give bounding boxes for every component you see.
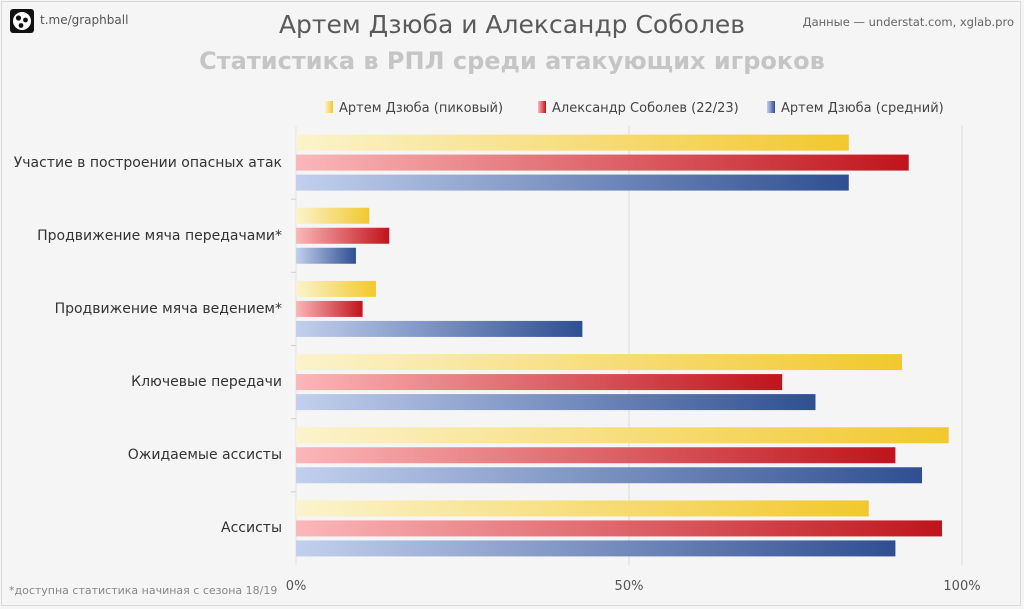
bars bbox=[296, 134, 949, 557]
x-tick-label: 50% bbox=[615, 579, 644, 594]
legend-item-dzyuba-peak: Артем Дзюба (пиковый) bbox=[325, 101, 503, 116]
x-tick-label: 100% bbox=[943, 579, 980, 594]
legend-label: Артем Дзюба (пиковый) bbox=[339, 101, 504, 116]
bar-sobolev bbox=[296, 154, 909, 171]
category-label: Продвижение мяча ведением* bbox=[54, 301, 282, 317]
chart-title: Артем Дзюба и Александр Соболев bbox=[278, 10, 746, 39]
legend-swatch-sobolev bbox=[538, 101, 546, 113]
footnote: *доступна статистика начиная с сезона 18… bbox=[9, 584, 278, 597]
bar-dzyuba-peak bbox=[296, 134, 849, 151]
bar-dzyuba-peak bbox=[296, 427, 949, 444]
bar-sobolev bbox=[296, 227, 390, 244]
legend-item-sobolev: Александр Соболев (22/23) bbox=[538, 101, 739, 116]
bar-dzyuba-avg bbox=[296, 247, 356, 264]
bar-sobolev bbox=[296, 520, 943, 537]
category-label: Участие в построении опасных атак bbox=[13, 155, 282, 171]
bar-dzyuba-peak bbox=[296, 354, 903, 371]
bar-dzyuba-avg bbox=[296, 320, 583, 337]
bar-dzyuba-avg bbox=[296, 540, 896, 557]
bar-dzyuba-avg bbox=[296, 174, 849, 191]
bar-dzyuba-avg bbox=[296, 394, 816, 411]
bar-dzyuba-avg bbox=[296, 467, 923, 484]
category-label: Продвижение мяча передачами* bbox=[37, 228, 282, 244]
x-axis-ticks: 0% 50% 100% bbox=[286, 579, 981, 594]
graphball-logo-icon bbox=[10, 9, 34, 33]
x-tick-label: 0% bbox=[286, 579, 307, 594]
grid-lines bbox=[291, 126, 963, 565]
legend-swatch-dzyuba-peak bbox=[325, 101, 333, 113]
logo-text[interactable]: t.me/graphball bbox=[40, 13, 129, 27]
chart-subtitle: Статистика в РПЛ среди атакующих игроков bbox=[199, 47, 825, 75]
category-label: Ассисты bbox=[221, 520, 282, 536]
category-label: Ожидаемые ассисты bbox=[127, 447, 282, 463]
bar-sobolev bbox=[296, 300, 363, 317]
legend: Артем Дзюба (пиковый) Александр Соболев … bbox=[0, 101, 1024, 121]
data-source: Данные — understat.com, xglab.pro bbox=[802, 15, 1014, 29]
legend-item-dzyuba-avg: Артем Дзюба (средний) bbox=[767, 101, 944, 116]
bar-dzyuba-peak bbox=[296, 207, 370, 224]
legend-label: Александр Соболев (22/23) bbox=[552, 101, 739, 116]
legend-label: Артем Дзюба (средний) bbox=[781, 101, 944, 116]
bar-sobolev bbox=[296, 447, 896, 464]
bar-dzyuba-peak bbox=[296, 280, 376, 297]
category-label: Ключевые передачи bbox=[131, 374, 282, 390]
bar-dzyuba-peak bbox=[296, 500, 869, 517]
bar-sobolev bbox=[296, 374, 783, 391]
legend-swatch-dzyuba-avg bbox=[767, 101, 775, 113]
